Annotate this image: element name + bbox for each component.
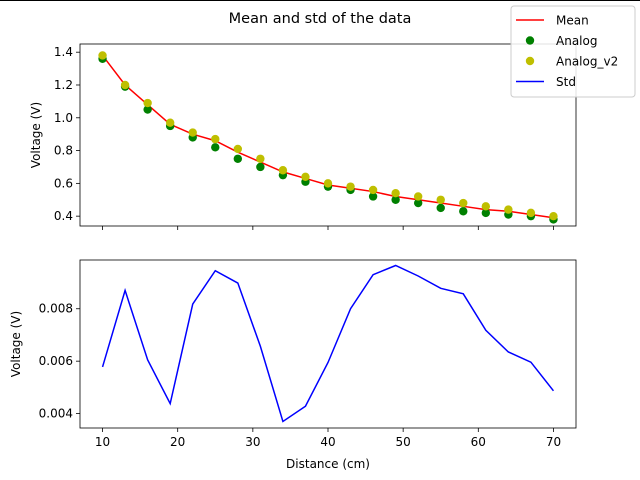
series-line bbox=[101, 55, 554, 219]
y-tick-label: 0.6 bbox=[54, 176, 73, 190]
series-mean bbox=[101, 55, 554, 219]
top-border-line bbox=[0, 0, 640, 1]
series-std bbox=[101, 264, 555, 423]
legend-box bbox=[510, 5, 636, 98]
top-subplot: 0.4 0.6 0.8 1.0 1.2 1.4 Voltage (V) bbox=[29, 43, 577, 230]
legend-entry: Std bbox=[516, 75, 576, 89]
chart-title: Mean and std of the data bbox=[229, 11, 412, 27]
axes-frame bbox=[79, 43, 577, 227]
data-point bbox=[413, 198, 423, 208]
y-axis-label: Voltage (V) bbox=[9, 311, 23, 377]
data-point bbox=[233, 144, 243, 154]
data-point bbox=[549, 211, 558, 221]
x-axis-label: Distance (cm) bbox=[286, 457, 370, 471]
data-point bbox=[459, 207, 468, 216]
legend-label: Mean bbox=[556, 14, 589, 28]
legend-entry: Analog bbox=[525, 34, 597, 48]
data-point bbox=[436, 203, 445, 213]
data-point bbox=[120, 80, 130, 90]
x-tick-label: 70 bbox=[546, 435, 561, 449]
data-point bbox=[323, 179, 333, 188]
data-point bbox=[211, 134, 220, 144]
data-point bbox=[301, 172, 310, 182]
data-point bbox=[459, 198, 468, 208]
x-tick-label: 50 bbox=[396, 435, 411, 449]
y-tick-label: 0.4 bbox=[54, 209, 73, 223]
data-point bbox=[98, 51, 107, 60]
data-point bbox=[233, 154, 243, 163]
y-axis-label: Voltage (V) bbox=[29, 102, 43, 168]
bottom-subplot: 0.004 0.006 0.008 10 20 30 40 50 60 70 Voltage (V) bbox=[9, 259, 577, 449]
axes-frame bbox=[79, 259, 577, 429]
data-point bbox=[256, 154, 265, 163]
legend: Mean Analog Analog_v2 Std bbox=[510, 5, 636, 98]
legend-label: Analog bbox=[556, 34, 597, 48]
y-tick-label: 0.004 bbox=[39, 407, 73, 421]
data-point bbox=[481, 202, 491, 211]
legend-label: Std bbox=[556, 75, 576, 89]
series-analog bbox=[98, 54, 558, 224]
data-point bbox=[256, 162, 265, 172]
legend-label: Analog_v2 bbox=[556, 55, 618, 69]
series-line bbox=[101, 264, 555, 423]
legend-entry: Mean bbox=[516, 14, 589, 28]
x-tick-label: 20 bbox=[170, 435, 185, 449]
data-point bbox=[211, 143, 220, 152]
data-point bbox=[165, 118, 175, 127]
data-point bbox=[368, 192, 378, 201]
data-point bbox=[278, 166, 288, 175]
y-tick-label: 1.4 bbox=[54, 45, 73, 59]
legend-entry: Analog_v2 bbox=[525, 55, 618, 69]
data-point bbox=[436, 195, 445, 204]
data-point bbox=[346, 182, 355, 191]
x-tick-label: 30 bbox=[245, 435, 260, 449]
y-tick-label: 0.008 bbox=[39, 302, 73, 316]
data-point bbox=[143, 98, 152, 108]
data-point bbox=[391, 189, 400, 198]
x-tick-label: 60 bbox=[471, 435, 486, 449]
x-tick-label: 10 bbox=[95, 435, 110, 449]
legend-marker-swatch bbox=[525, 36, 535, 45]
series-analog-v2 bbox=[98, 51, 558, 221]
data-point bbox=[368, 185, 378, 195]
data-point bbox=[188, 128, 197, 137]
legend-marker-swatch bbox=[525, 56, 535, 66]
data-point bbox=[143, 105, 152, 114]
data-point bbox=[391, 195, 400, 204]
data-point bbox=[481, 208, 491, 218]
y-tick-label: 0.006 bbox=[39, 354, 73, 368]
y-tick-label: 1.0 bbox=[54, 111, 73, 125]
x-tick-label: 40 bbox=[320, 435, 335, 449]
data-point bbox=[413, 192, 423, 201]
y-tick-label: 0.8 bbox=[54, 144, 73, 158]
y-tick-label: 1.2 bbox=[54, 78, 73, 92]
data-point bbox=[504, 205, 513, 214]
data-point bbox=[526, 208, 536, 218]
